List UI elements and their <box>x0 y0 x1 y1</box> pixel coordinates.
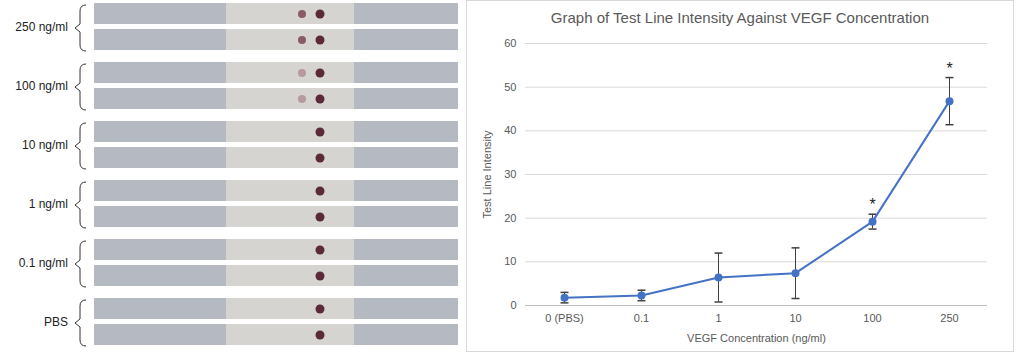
svg-text:*: * <box>869 196 875 213</box>
svg-text:0.1: 0.1 <box>634 312 649 324</box>
svg-text:250: 250 <box>940 312 958 324</box>
svg-text:10: 10 <box>789 312 801 324</box>
svg-text:60: 60 <box>504 37 516 49</box>
svg-text:0: 0 <box>510 299 516 311</box>
svg-text:VEGF Concentration (ng/ml): VEGF Concentration (ng/ml) <box>687 332 826 344</box>
svg-text:Test Line Intensity: Test Line Intensity <box>481 130 493 219</box>
svg-text:*: * <box>946 60 952 77</box>
svg-text:30: 30 <box>504 168 516 180</box>
svg-text:20: 20 <box>504 212 516 224</box>
svg-text:0 (PBS): 0 (PBS) <box>545 312 584 324</box>
svg-text:1: 1 <box>715 312 721 324</box>
svg-text:40: 40 <box>504 124 516 136</box>
svg-text:10: 10 <box>504 255 516 267</box>
svg-text:1 ng/ml: 1 ng/ml <box>29 197 68 211</box>
svg-text:0.1 ng/ml: 0.1 ng/ml <box>19 256 68 270</box>
html-text:Graph of Test Line Intensity A: Graph of Test Line Intensity Against VEG… <box>550 9 930 26</box>
svg-text:100 ng/ml: 100 ng/ml <box>15 79 68 93</box>
svg-text:250 ng/ml: 250 ng/ml <box>15 20 68 34</box>
svg-text:100: 100 <box>863 312 881 324</box>
svg-text:50: 50 <box>504 81 516 93</box>
svg-text:PBS: PBS <box>44 315 68 329</box>
svg-text:10 ng/ml: 10 ng/ml <box>22 138 68 152</box>
